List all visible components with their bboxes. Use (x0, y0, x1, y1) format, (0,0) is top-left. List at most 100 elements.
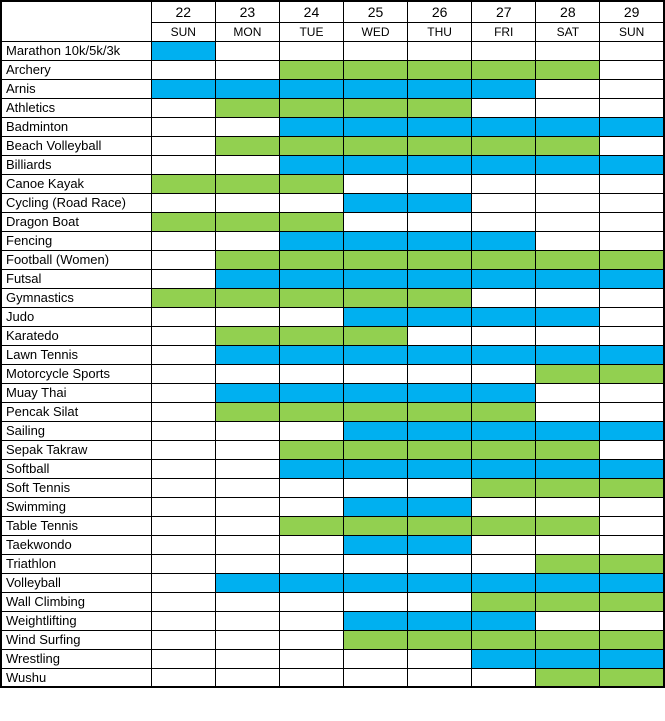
empty-cell (471, 534, 537, 555)
empty-cell (150, 249, 216, 270)
empty-cell (599, 325, 665, 346)
event-cell-blue (471, 458, 537, 479)
event-cell-green (471, 477, 537, 498)
empty-cell (471, 192, 537, 213)
event-cell-blue (535, 344, 601, 365)
event-cell-green (214, 249, 280, 270)
dow-header-28-sat: SAT (535, 21, 601, 42)
empty-cell (342, 648, 409, 669)
event-cell-green (278, 325, 345, 346)
event-cell-blue (278, 78, 345, 99)
empty-cell (471, 97, 537, 118)
sport-label: Wrestling (0, 648, 152, 669)
event-cell-green (407, 135, 473, 156)
event-cell-blue (278, 382, 345, 403)
empty-cell (599, 401, 665, 422)
event-cell-blue (407, 230, 473, 251)
event-cell-green (214, 135, 280, 156)
sport-label: Wall Climbing (0, 591, 152, 612)
sport-label: Fencing (0, 230, 152, 251)
sport-label: Volleyball (0, 572, 152, 593)
empty-cell (599, 97, 665, 118)
event-cell-blue (535, 420, 601, 441)
event-cell-blue (407, 496, 473, 517)
event-cell-green (342, 401, 409, 422)
empty-cell (599, 78, 665, 99)
event-cell-blue (342, 154, 409, 175)
event-cell-green (342, 287, 409, 308)
table-row: Gymnastics (0, 287, 665, 308)
empty-cell (407, 363, 473, 384)
event-cell-green (407, 515, 473, 536)
event-cell-blue (342, 458, 409, 479)
event-cell-blue (278, 572, 345, 593)
event-cell-blue (535, 154, 601, 175)
table-row: Dragon Boat (0, 211, 665, 232)
empty-cell (535, 40, 601, 61)
empty-cell (471, 667, 537, 688)
event-cell-green (407, 249, 473, 270)
event-cell-green (278, 97, 345, 118)
event-cell-green (407, 287, 473, 308)
sport-label: Sailing (0, 420, 152, 441)
sport-label: Cycling (Road Race) (0, 192, 152, 213)
table-row: Softball (0, 458, 665, 479)
table-row: Muay Thai (0, 382, 665, 403)
event-cell-blue (471, 610, 537, 631)
empty-cell (342, 477, 409, 498)
event-cell-green (342, 439, 409, 460)
empty-cell (214, 230, 280, 251)
event-cell-green (535, 629, 601, 650)
event-cell-blue (278, 268, 345, 289)
empty-cell (599, 173, 665, 194)
table-row: Volleyball (0, 572, 665, 593)
event-cell-blue (471, 648, 537, 669)
empty-cell (599, 382, 665, 403)
event-cell-green (535, 515, 601, 536)
event-cell-green (342, 249, 409, 270)
event-cell-green (407, 629, 473, 650)
empty-cell (150, 154, 216, 175)
empty-cell (407, 477, 473, 498)
empty-cell (214, 116, 280, 137)
event-cell-green (342, 59, 409, 80)
table-row: Weightlifting (0, 610, 665, 631)
table-row: Football (Women) (0, 249, 665, 270)
empty-cell (471, 173, 537, 194)
sport-label: Weightlifting (0, 610, 152, 631)
empty-cell (214, 154, 280, 175)
table-row: Sepak Takraw (0, 439, 665, 460)
empty-cell (214, 553, 280, 574)
sport-label: Beach Volleyball (0, 135, 152, 156)
event-cell-blue (535, 458, 601, 479)
empty-cell (214, 306, 280, 327)
sport-label: Lawn Tennis (0, 344, 152, 365)
table-row: Sailing (0, 420, 665, 441)
table-row: Pencak Silat (0, 401, 665, 422)
event-cell-blue (471, 306, 537, 327)
event-cell-green (214, 401, 280, 422)
sport-label: Arnis (0, 78, 152, 99)
schedule-table: 22 23 24 25 26 27 28 29 SUN MON TUE WED THU FRI SAT SU… (0, 0, 665, 688)
empty-cell (599, 40, 665, 61)
empty-cell (214, 591, 280, 612)
table-row: Canoe Kayak (0, 173, 665, 194)
event-cell-green (471, 59, 537, 80)
event-cell-green (278, 211, 345, 232)
event-cell-green (278, 287, 345, 308)
event-cell-green (278, 439, 345, 460)
table-row: Wrestling (0, 648, 665, 669)
empty-cell (599, 496, 665, 517)
empty-cell (599, 534, 665, 555)
corner-cell (0, 0, 152, 42)
table-row: Athletics (0, 97, 665, 118)
empty-cell (535, 97, 601, 118)
event-cell-green (471, 135, 537, 156)
empty-cell (150, 344, 216, 365)
event-cell-blue (342, 230, 409, 251)
empty-cell (407, 553, 473, 574)
empty-cell (150, 363, 216, 384)
sport-label: Sepak Takraw (0, 439, 152, 460)
event-cell-blue (599, 116, 665, 137)
event-cell-blue (407, 268, 473, 289)
